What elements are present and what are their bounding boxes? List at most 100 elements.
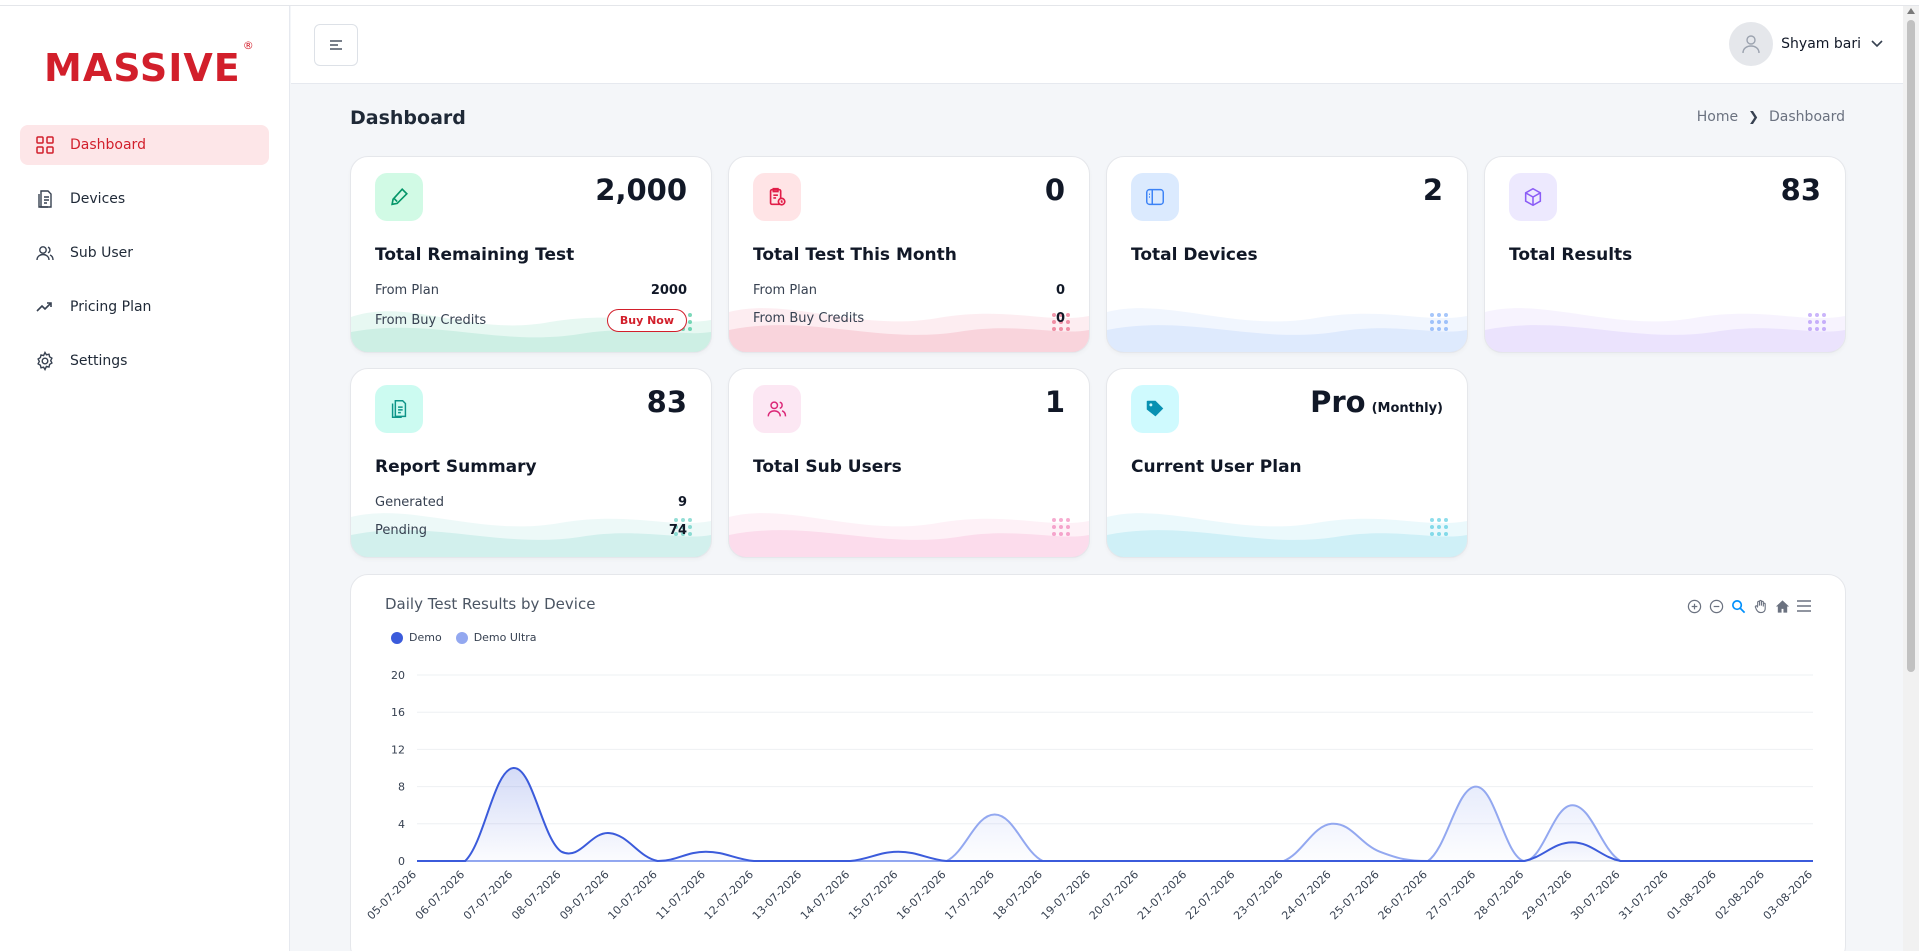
card-wave: [729, 513, 1089, 557]
menu-icon: [330, 40, 342, 50]
dots-grid-icon: [1052, 313, 1070, 331]
chart-plot: 04812162005-07-202606-07-202607-07-20260…: [365, 669, 1815, 922]
user-menu[interactable]: Shyam bari: [1729, 22, 1883, 66]
breadcrumb-current: Dashboard: [1769, 109, 1845, 125]
zoom-in-icon[interactable]: [1685, 597, 1703, 615]
card-total-devices: 2 Total Devices: [1106, 156, 1468, 353]
card-value: 0: [1044, 173, 1065, 207]
gear-icon: [34, 350, 56, 372]
series-area-demo: [417, 767, 1813, 861]
sidebar-toggle-button[interactable]: [314, 24, 358, 66]
user-name: Shyam bari: [1781, 36, 1861, 52]
y-tick-label: 12: [391, 743, 405, 756]
series-area-demo-ultra: [417, 786, 1813, 861]
dots-grid-icon: [674, 518, 692, 536]
top-border: [0, 0, 1919, 6]
legend-item-demo-ultra[interactable]: Demo Ultra: [455, 631, 537, 644]
card-row-from-plan: From Plan 0: [753, 283, 1065, 298]
x-tick-label: 12-07-2026: [702, 868, 756, 922]
chart-menu-icon[interactable]: [1795, 597, 1813, 615]
x-tick-label: 03-08-2026: [1761, 868, 1815, 922]
page-scrollbar[interactable]: [1903, 6, 1919, 951]
top-header: Shyam bari: [291, 6, 1903, 84]
card-wave: [1107, 513, 1467, 557]
breadcrumb: Home ❯ Dashboard: [1697, 109, 1845, 125]
x-tick-label: 28-07-2026: [1472, 868, 1526, 922]
chart-legend: Demo Demo Ultra: [391, 631, 551, 644]
y-tick-label: 4: [398, 818, 405, 831]
x-tick-label: 25-07-2026: [1327, 868, 1381, 922]
card-label: Total Remaining Test: [375, 245, 575, 265]
dots-grid-icon: [1052, 518, 1070, 536]
y-tick-label: 0: [398, 855, 405, 868]
x-tick-label: 19-07-2026: [1039, 868, 1093, 922]
x-tick-label: 07-07-2026: [461, 868, 515, 922]
card-total-remaining-test: 2,000 Total Remaining Test From Plan 2000…: [350, 156, 712, 353]
x-tick-label: 08-07-2026: [509, 868, 563, 922]
card-row-from-buy: From Buy Credits 0: [753, 311, 1065, 326]
x-tick-label: 13-07-2026: [750, 868, 804, 922]
buy-now-button[interactable]: Buy Now: [606, 309, 687, 332]
chevron-down-icon: [1871, 40, 1883, 48]
card-label: Total Sub Users: [753, 457, 902, 477]
card-row-from-plan: From Plan 2000: [375, 283, 687, 298]
sidebar: MASSIVE® Dashboard Devices Sub User Pric…: [0, 0, 290, 951]
zoom-out-icon[interactable]: [1707, 597, 1725, 615]
brand-logo[interactable]: MASSIVE®: [44, 39, 255, 90]
x-tick-label: 02-08-2026: [1713, 868, 1767, 922]
scroll-thumb[interactable]: [1907, 20, 1915, 672]
scroll-up-arrow[interactable]: [1907, 8, 1915, 14]
sidebar-item-sub-user[interactable]: Sub User: [20, 233, 269, 273]
x-tick-label: 05-07-2026: [365, 868, 419, 922]
breadcrumb-home[interactable]: Home: [1696, 109, 1739, 125]
grid-icon: [34, 134, 56, 156]
home-reset-icon[interactable]: [1773, 597, 1791, 615]
trend-icon: [34, 296, 56, 318]
page-title: Dashboard: [350, 107, 466, 129]
pen-icon: [375, 173, 423, 221]
card-row-generated: Generated 9: [375, 495, 687, 510]
card-current-user-plan: Pro (Monthly) Current User Plan: [1106, 368, 1468, 558]
sidebar-item-devices[interactable]: Devices: [20, 179, 269, 219]
sidebar-item-pricing-plan[interactable]: Pricing Plan: [20, 287, 269, 327]
x-tick-label: 30-07-2026: [1568, 868, 1622, 922]
selection-zoom-icon[interactable]: [1729, 597, 1747, 615]
x-tick-label: 29-07-2026: [1520, 868, 1574, 922]
sidebar-nav: Dashboard Devices Sub User Pricing Plan …: [20, 125, 269, 395]
report-icon: [375, 385, 423, 433]
x-tick-label: 11-07-2026: [654, 868, 708, 922]
x-tick-label: 22-07-2026: [1183, 868, 1237, 922]
chart-card: Daily Test Results by Device Demo Demo U…: [350, 574, 1846, 951]
dots-grid-icon: [1430, 313, 1448, 331]
x-tick-label: 21-07-2026: [1135, 868, 1189, 922]
card-value: Pro (Monthly): [1310, 385, 1443, 419]
legend-item-demo[interactable]: Demo: [391, 631, 442, 644]
x-tick-label: 26-07-2026: [1376, 868, 1430, 922]
card-value: 83: [1780, 173, 1821, 207]
card-value: 2: [1422, 173, 1443, 207]
y-tick-label: 20: [391, 669, 405, 682]
card-wave: [351, 513, 711, 557]
chevron-right-icon: ❯: [1748, 109, 1760, 125]
x-tick-label: 10-07-2026: [605, 868, 659, 922]
users-icon: [753, 385, 801, 433]
avatar: [1729, 22, 1774, 66]
y-tick-label: 16: [391, 706, 405, 719]
card-total-test-this-month: 0 Total Test This Month From Plan 0 From …: [728, 156, 1090, 353]
sidebar-item-dashboard[interactable]: Dashboard: [20, 125, 269, 165]
card-report-summary: 83 Report Summary Generated 9 Pending 74: [350, 368, 712, 558]
card-wave: [729, 308, 1089, 352]
card-label: Total Results: [1509, 245, 1633, 265]
card-wave: [1107, 308, 1467, 352]
y-tick-label: 8: [398, 781, 405, 794]
sidebar-item-settings[interactable]: Settings: [20, 341, 269, 381]
card-total-sub-users: 1 Total Sub Users: [728, 368, 1090, 558]
card-value: 1: [1044, 385, 1065, 419]
pan-hand-icon[interactable]: [1751, 597, 1769, 615]
tag-icon: [1131, 385, 1179, 433]
dots-grid-icon: [1808, 313, 1826, 331]
document-icon: [34, 188, 56, 210]
x-tick-label: 20-07-2026: [1087, 868, 1141, 922]
card-label: Total Test This Month: [753, 245, 957, 265]
sidebar-item-label: Devices: [70, 191, 126, 207]
